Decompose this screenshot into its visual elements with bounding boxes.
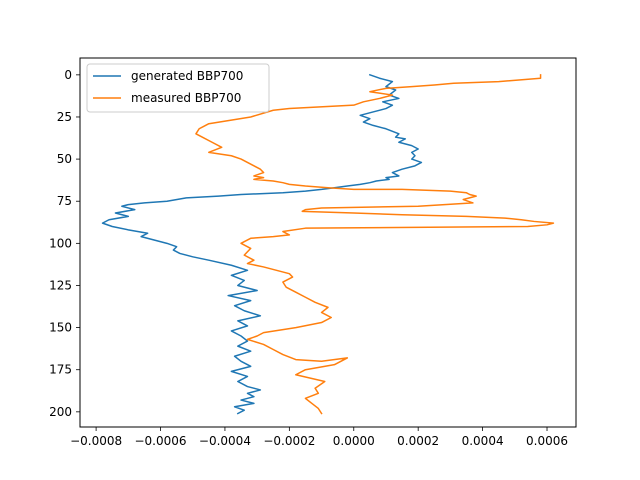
x-tick-label: −0.0008 — [70, 434, 122, 448]
y-axis: 0 25 50 75 100 125 150 175 200 — [49, 68, 80, 419]
x-tick-label: −0.0004 — [199, 434, 251, 448]
y-tick-label: 25 — [57, 110, 72, 124]
y-tick-label: 200 — [49, 405, 72, 419]
series-layer — [101, 73, 555, 415]
y-tick-label: 125 — [49, 278, 72, 292]
axes-frame — [79, 57, 577, 428]
legend-label-2: measured BBP700 — [131, 91, 241, 105]
x-tick-label: 0.0006 — [526, 434, 568, 448]
y-tick-label: 0 — [64, 68, 72, 82]
y-tick-label: 50 — [57, 152, 72, 166]
y-tick-label: 175 — [49, 363, 72, 377]
y-tick-label: 150 — [49, 321, 72, 335]
legend: generated BBP700 measured BBP700 — [86, 63, 270, 113]
y-tick-label: 75 — [57, 194, 72, 208]
x-tick-label: −0.0002 — [263, 434, 315, 448]
x-tick-label: 0.0000 — [333, 434, 375, 448]
x-tick-label: −0.0006 — [134, 434, 186, 448]
x-tick-label: 0.0002 — [397, 434, 439, 448]
legend-box — [86, 63, 270, 113]
y-tick-label: 100 — [49, 236, 72, 250]
series-line-2 — [195, 74, 555, 415]
x-axis: −0.0008 −0.0006 −0.0004 −0.0002 0.0000 0.0002… — [70, 427, 568, 448]
x-tick-label: 0.0004 — [462, 434, 504, 448]
legend-label-1: generated BBP700 — [131, 69, 243, 83]
series-line-1 — [101, 73, 423, 415]
